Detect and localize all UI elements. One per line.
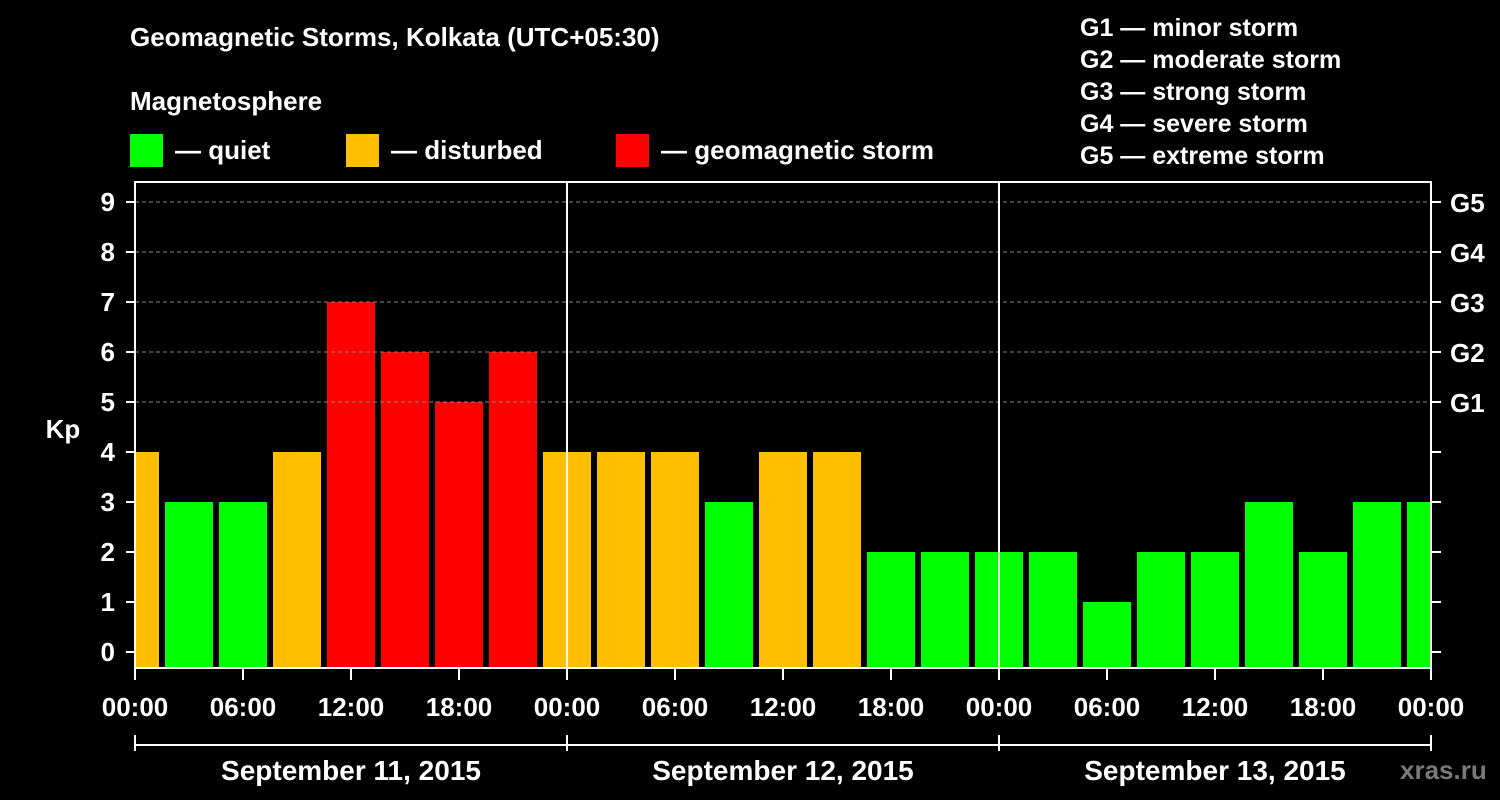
kp-bar: [705, 502, 753, 668]
g-level-label: G3: [1450, 288, 1485, 318]
kp-bar: [1191, 552, 1239, 668]
kp-bar: [651, 452, 699, 668]
date-label: September 13, 2015: [1084, 755, 1346, 786]
kp-bar: [1137, 552, 1185, 668]
kp-bar: [597, 452, 645, 668]
kp-bar: [759, 452, 807, 668]
g-level-label: G1: [1450, 388, 1485, 418]
x-tick-label: 18:00: [858, 692, 925, 722]
kp-bar: [381, 352, 429, 668]
legend-storm-label: — geomagnetic storm: [661, 134, 935, 165]
y-tick-label: 2: [101, 537, 115, 567]
legend-quiet-label: — quiet: [175, 134, 271, 165]
y-tick-label: 7: [101, 287, 115, 317]
kp-bar: [1299, 552, 1347, 668]
kp-bar: [1083, 602, 1131, 668]
y-tick-label: 1: [101, 587, 115, 617]
x-tick-label: 00:00: [102, 692, 169, 722]
kp-bar: [273, 452, 321, 668]
y-tick-label: 3: [101, 487, 115, 517]
kp-bar: [1407, 502, 1431, 668]
bars-group: [136, 302, 1431, 668]
kp-bar: [1353, 502, 1401, 668]
x-tick-label: 00:00: [966, 692, 1033, 722]
x-tick-label: 18:00: [426, 692, 493, 722]
kp-bar: [435, 402, 483, 668]
kp-bar: [813, 452, 861, 668]
date-label: September 11, 2015: [221, 755, 481, 786]
legend-quiet: — quiet: [130, 133, 270, 167]
y-tick-label: 4: [101, 437, 116, 467]
kp-bar: [867, 552, 915, 668]
y-tick-label: 6: [101, 337, 115, 367]
x-tick-label: 12:00: [318, 692, 385, 722]
x-tick-label: 06:00: [210, 692, 277, 722]
kp-bar: [921, 552, 969, 668]
kp-bar: [1029, 552, 1077, 668]
legend-storm: — geomagnetic storm: [616, 133, 934, 167]
y-tick-label: 5: [101, 387, 115, 417]
g-level-label: G2: [1450, 338, 1485, 368]
kp-bar: [489, 352, 537, 668]
x-tick-label: 06:00: [642, 692, 709, 722]
kp-bar: [165, 502, 213, 668]
legend-disturbed-label: — disturbed: [391, 134, 543, 165]
date-label: September 12, 2015: [652, 755, 914, 786]
kp-bar: [327, 302, 375, 668]
legend-disturbed: — disturbed: [346, 133, 543, 167]
x-tick-label: 12:00: [750, 692, 817, 722]
g-level-label: G4: [1450, 238, 1485, 268]
y-tick-label: 0: [101, 637, 115, 667]
y-axis-label: Kp: [46, 414, 81, 444]
storm-legend-g2: G2 — moderate storm: [1080, 46, 1342, 74]
x-tick-label: 06:00: [1074, 692, 1141, 722]
kp-bar: [1245, 502, 1293, 668]
storm-legend-g5: G5 — extreme storm: [1080, 142, 1325, 170]
kp-bar: [219, 502, 267, 668]
x-tick-label: 00:00: [534, 692, 601, 722]
watermark: xras.ru: [1400, 755, 1487, 785]
storm-legend-g4: G4 — severe storm: [1080, 110, 1308, 138]
legend-storm-swatch: [616, 133, 649, 167]
chart-subtitle: Magnetosphere: [130, 86, 323, 116]
legend-disturbed-swatch: [346, 133, 379, 167]
x-tick-label: 12:00: [1182, 692, 1249, 722]
y-tick-label: 9: [101, 187, 115, 217]
storm-legend-g3: G3 — strong storm: [1080, 78, 1307, 106]
chart-title: Geomagnetic Storms, Kolkata (UTC+05:30): [130, 22, 660, 52]
kp-bar: [136, 452, 159, 668]
legend-quiet-swatch: [130, 133, 163, 167]
y-tick-label: 8: [101, 237, 115, 267]
g-level-label: G5: [1450, 188, 1485, 218]
storm-legend-g1: G1 — minor storm: [1080, 14, 1299, 42]
x-tick-label: 18:00: [1290, 692, 1357, 722]
x-tick-label: 00:00: [1398, 692, 1465, 722]
